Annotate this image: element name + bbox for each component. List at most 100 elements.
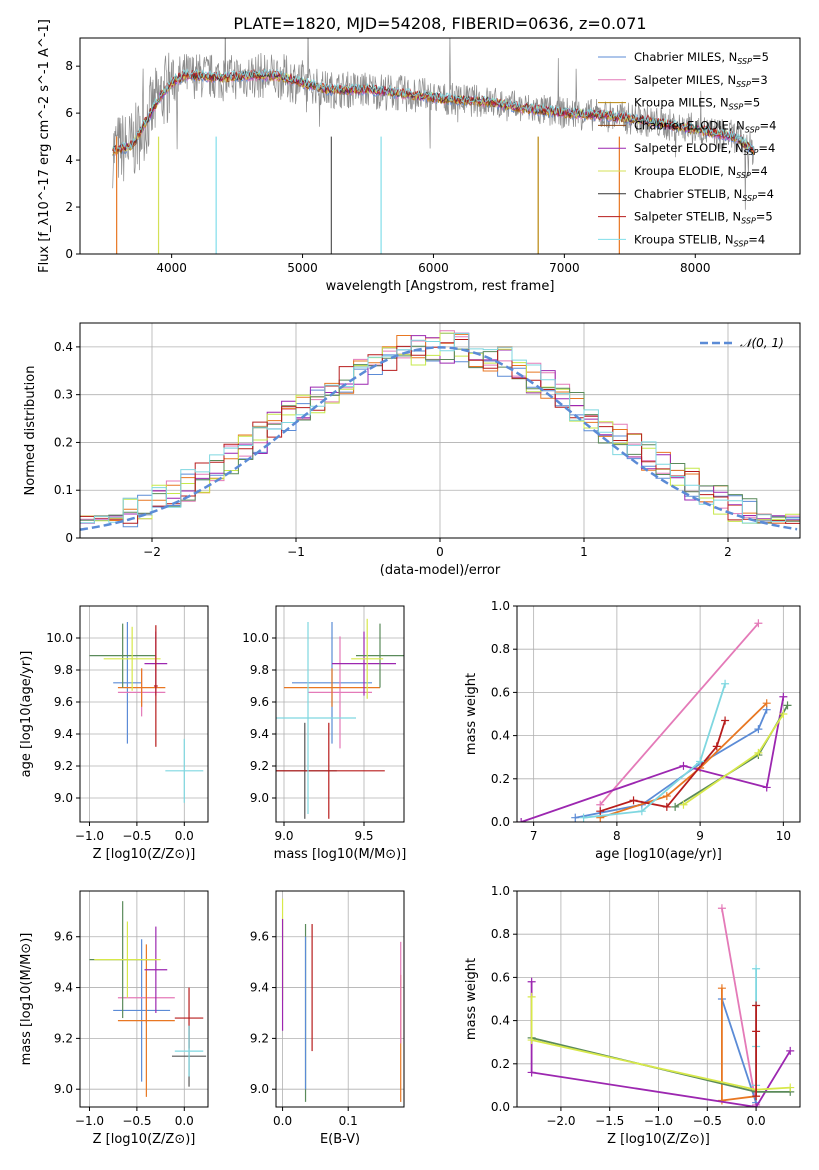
y-tick-label: 6 <box>65 106 73 120</box>
x-tick-label: 5000 <box>287 261 318 275</box>
y-tick-label: 0.1 <box>54 483 73 497</box>
x-tick-label: 9.0 <box>274 829 293 843</box>
axes-frame <box>79 890 209 1108</box>
x-tick-label: 10 <box>776 829 791 843</box>
axes-frame <box>275 605 405 823</box>
y-axis-label: age [log10(age/yr)] <box>19 651 34 778</box>
series-line <box>583 683 726 819</box>
y-tick-label: 9.4 <box>250 727 269 741</box>
series-marker <box>517 818 526 822</box>
y-tick-label: 9.0 <box>54 1082 73 1096</box>
model-trace <box>112 68 755 154</box>
series-lines <box>517 619 792 822</box>
y-tick-label: 9.2 <box>54 759 73 773</box>
series-marker <box>754 748 763 757</box>
y-tick-label: 0.6 <box>491 685 510 699</box>
panel-spectrum: 4000 5000 6000 7000 8000 0 2 4 6 8 wavelength [Ang… <box>37 19 801 294</box>
x-tick-label: −0.5 <box>122 1114 151 1128</box>
x-axis-label: Z [log10(Z/Z⊙)] <box>93 847 196 862</box>
y-tick-label: 0.2 <box>54 435 73 449</box>
errorbars <box>276 618 404 819</box>
y-tick-label: 9.0 <box>250 791 269 805</box>
series-marker <box>637 807 646 816</box>
panel-age_vs_mass: 9.0 9.5 9.0 9.2 9.4 9.6 9.8 10.0 mass [log10(M/M… <box>242 605 406 862</box>
x-tick-label: −2 <box>143 545 161 559</box>
y-tick-label: 9.2 <box>250 1031 269 1045</box>
y-tick-label: 9.0 <box>54 791 73 805</box>
series-marker <box>783 701 792 710</box>
legend-label: Chabrier ELODIE, NSSP=4 <box>634 118 776 134</box>
x-axis-label: Z [log10(Z/Z⊙)] <box>93 1132 196 1147</box>
x-tick-label: 7000 <box>549 261 580 275</box>
x-tick-label: −0.5 <box>122 829 151 843</box>
series-marker <box>752 964 761 973</box>
y-tick-label: 1.0 <box>491 599 510 613</box>
x-axis-label: wavelength [Angstrom, rest frame] <box>326 279 555 294</box>
figure-title: PLATE=1820, MJD=54208, FIBERID=0636, z=0… <box>233 14 646 33</box>
errorbars <box>281 898 402 1102</box>
y-tick-label: 1.0 <box>491 884 510 898</box>
errorbars <box>89 622 204 803</box>
x-tick-label: 0.0 <box>273 1114 292 1128</box>
x-tick-label: 1 <box>580 545 588 559</box>
y-tick-label: 9.4 <box>54 981 73 995</box>
series-marker <box>786 1046 795 1055</box>
series-marker <box>754 725 763 734</box>
x-tick-label: −1.5 <box>595 1114 624 1128</box>
y-tick-label: 0.6 <box>491 970 510 984</box>
series-marker <box>571 813 580 822</box>
y-tick-label: 9.0 <box>250 1082 269 1096</box>
series-marker <box>662 792 671 801</box>
y-axis-label: mass weight <box>464 958 479 1040</box>
legend-label: Chabrier MILES, NSSP=5 <box>634 50 769 66</box>
legend-label: Chabrier STELIB, NSSP=4 <box>634 187 774 203</box>
legend-label: Salpeter MILES, NSSP=3 <box>634 73 768 89</box>
x-tick-label: 0.0 <box>747 1114 766 1128</box>
x-tick-label: 0.0 <box>175 829 194 843</box>
y-tick-label: 10.0 <box>242 631 269 645</box>
y-axis-label: mass weight <box>464 673 479 755</box>
histogram-series <box>80 333 800 538</box>
panel-massweight_vs_Z: −2.0 −1.5 −1.0 −0.5 0.0 0.0 0.2 0.4 0.6 0.8 1.0 Z [… <box>464 884 801 1147</box>
y-tick-label: 4 <box>65 153 73 167</box>
series-marker <box>671 802 680 811</box>
y-axis-label: mass [log10(M/M⊙)] <box>19 933 34 1066</box>
y-tick-label: 0.4 <box>491 1014 510 1028</box>
y-tick-label: 0.0 <box>491 815 510 829</box>
series-marker <box>579 813 588 822</box>
x-tick-label: 9 <box>696 829 704 843</box>
x-tick-label: −1.0 <box>75 1114 104 1128</box>
spectrum-traces <box>112 38 755 254</box>
x-tick-label: 2 <box>724 545 732 559</box>
axes-frame <box>79 322 801 539</box>
histograms <box>80 330 800 538</box>
x-tick-label: 0.0 <box>175 1114 194 1128</box>
series-marker <box>712 742 721 751</box>
x-tick-label: 9.5 <box>354 829 373 843</box>
series-marker <box>779 692 788 701</box>
series-line <box>530 996 791 1091</box>
series-marker <box>721 679 730 688</box>
spectrum-legend: Chabrier MILES, NSSP=5 Salpeter MILES, NS… <box>598 50 776 248</box>
y-tick-label: 0 <box>65 531 73 545</box>
series-marker <box>786 1083 795 1092</box>
y-tick-label: 9.6 <box>250 930 269 944</box>
series-marker <box>527 992 536 1001</box>
axes-frame <box>79 605 209 823</box>
series-marker <box>679 800 688 809</box>
y-tick-label: 9.8 <box>54 663 73 677</box>
x-tick-label: 0.1 <box>339 1114 358 1128</box>
x-tick-label: 4000 <box>156 261 187 275</box>
series-marker <box>721 716 730 725</box>
x-tick-label: 8 <box>613 829 621 843</box>
x-axis-label: E(B-V) <box>320 1132 360 1147</box>
series-marker <box>752 1092 761 1101</box>
y-tick-label: 0.8 <box>491 927 510 941</box>
legend-label: Salpeter STELIB, NSSP=5 <box>634 210 773 226</box>
x-axis-label: (data-model)/error <box>380 563 501 578</box>
x-tick-label: 7 <box>530 829 538 843</box>
series-marker <box>779 710 788 718</box>
series-line <box>721 998 757 1103</box>
series-marker <box>754 619 763 628</box>
x-tick-label: −1 <box>287 545 305 559</box>
